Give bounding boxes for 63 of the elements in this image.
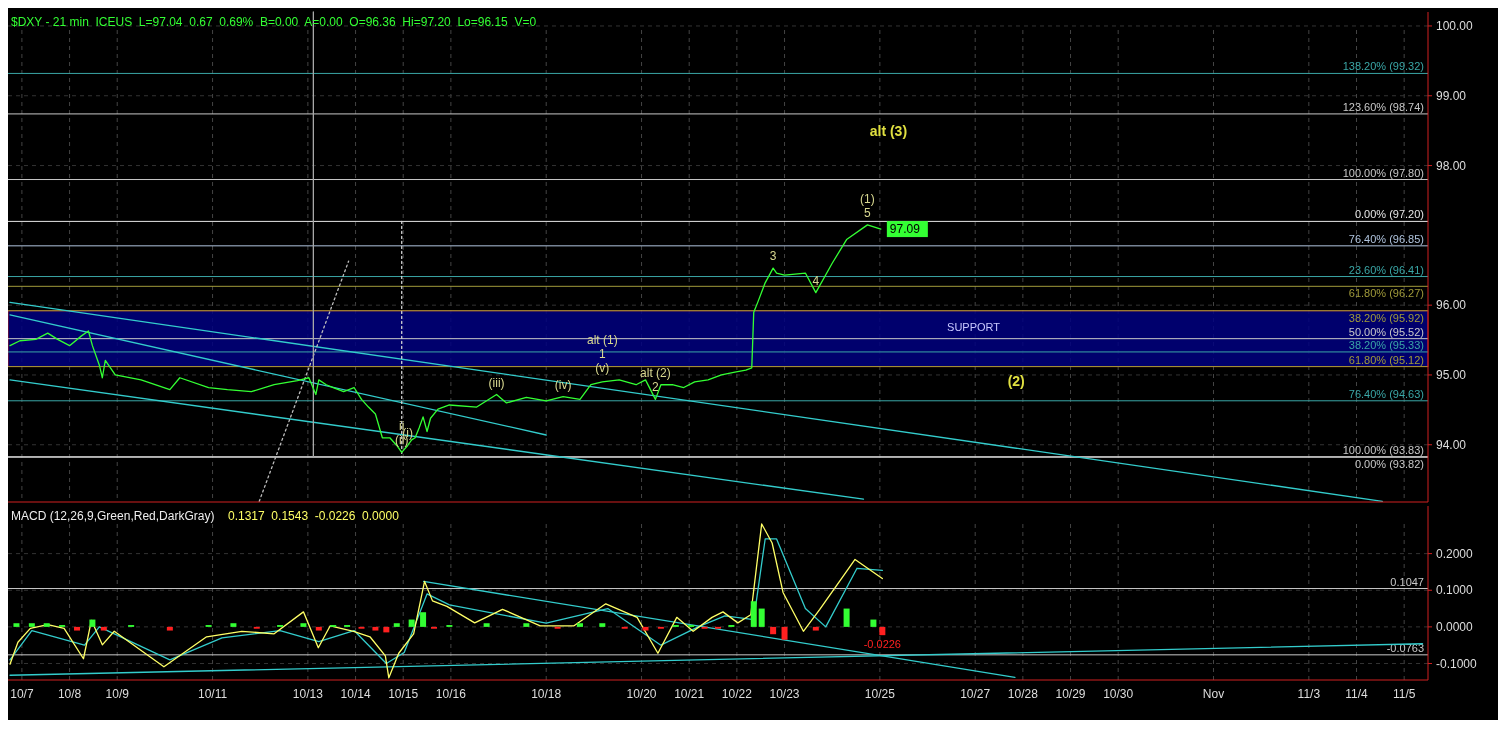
y-tick-label: -0.1000: [1436, 656, 1478, 671]
x-tick-label: 10/28: [1007, 687, 1039, 701]
x-tick-label: 11/4: [1345, 687, 1369, 701]
annotation: 1: [598, 346, 606, 361]
x-tick-label: 11/5: [1392, 687, 1416, 701]
ref-line-label: 76.40% (94.63): [1348, 387, 1424, 400]
annotation: 2: [652, 380, 660, 395]
y-tick-label: 99.00: [1436, 88, 1467, 103]
x-tick-label: 10/8: [57, 687, 82, 701]
ref-line-label: 23.60% (96.41): [1348, 263, 1424, 276]
ref-line-label: 100.00% (93.83): [1342, 443, 1424, 456]
ref-line-label: 138.20% (99.32): [1342, 60, 1424, 73]
annotation: (1): [860, 191, 875, 206]
annotation: alt (2): [640, 366, 671, 381]
x-tick-label: 10/15: [388, 687, 419, 701]
y-tick-label: 96.00: [1436, 298, 1467, 313]
ref-line-label: 76.40% (96.85): [1348, 232, 1424, 245]
y-tick-label: 0.2000: [1436, 546, 1474, 561]
y-tick-label: 0.0000: [1436, 619, 1474, 634]
x-tick-label: 10/9: [105, 687, 130, 701]
ref-line-label: 38.20% (95.92): [1348, 311, 1424, 324]
annotation: (iii): [488, 375, 505, 390]
x-tick-label: 10/16: [435, 687, 467, 701]
y-tick-label: 94.00: [1436, 437, 1467, 452]
x-tick-label: 10/18: [531, 687, 562, 701]
annotation: 3: [769, 249, 777, 264]
x-tick-label: Nov: [1202, 687, 1225, 701]
chart-title: MACD (12,26,9,Green,Red,DarkGray): [11, 509, 215, 523]
x-tick-label: 11/3: [1297, 687, 1321, 701]
ref-line-label: 38.20% (95.33): [1348, 338, 1424, 351]
chart-subtitle: 0.1317 0.1543 -0.0226 0.0000: [228, 509, 400, 523]
ref-line-label: 123.60% (98.74): [1342, 100, 1424, 113]
x-tick-label: 10/30: [1103, 687, 1134, 701]
ref-line-label: 61.80% (96.27): [1348, 287, 1424, 300]
annotation: (2): [1007, 373, 1025, 389]
ref-line-label: 0.1047: [1390, 575, 1424, 588]
annotation: 5: [864, 205, 872, 220]
band-label: SUPPORT: [947, 320, 1001, 333]
ref-line-label: 50.00% (95.52): [1348, 325, 1424, 338]
ref-line-label: 100.00% (97.80): [1342, 166, 1424, 179]
annotation: alt (3): [869, 123, 908, 139]
x-tick-label: 10/11: [197, 687, 228, 701]
ref-line-label: -0.0763: [1386, 641, 1424, 654]
x-tick-label: 10/21: [674, 687, 705, 701]
x-tick-label: 10/22: [721, 687, 753, 701]
data-label: 97.09: [889, 222, 921, 237]
y-tick-label: 95.00: [1436, 367, 1467, 382]
y-tick-label: 0.1000: [1436, 583, 1474, 598]
ref-line-label: 61.80% (95.12): [1348, 353, 1424, 366]
y-tick-label: 100.00: [1436, 18, 1474, 33]
data-label: -0.0226: [863, 638, 901, 651]
annotation: 4: [812, 273, 820, 288]
ref-line-label: 0.00% (97.20): [1354, 208, 1424, 221]
x-tick-label: 10/27: [960, 687, 991, 701]
x-tick-label: 10/29: [1055, 687, 1086, 701]
x-tick-label: 10/20: [626, 687, 657, 701]
x-tick-label: 10/14: [340, 687, 371, 701]
x-tick-label: 10/13: [292, 687, 324, 701]
y-tick-label: 98.00: [1436, 158, 1467, 173]
x-tick-label: 10/7: [10, 687, 34, 701]
x-tick-label: 10/25: [864, 687, 896, 701]
ref-line-label: 0.00% (93.82): [1354, 458, 1424, 471]
x-tick-label: 10/23: [769, 687, 800, 701]
